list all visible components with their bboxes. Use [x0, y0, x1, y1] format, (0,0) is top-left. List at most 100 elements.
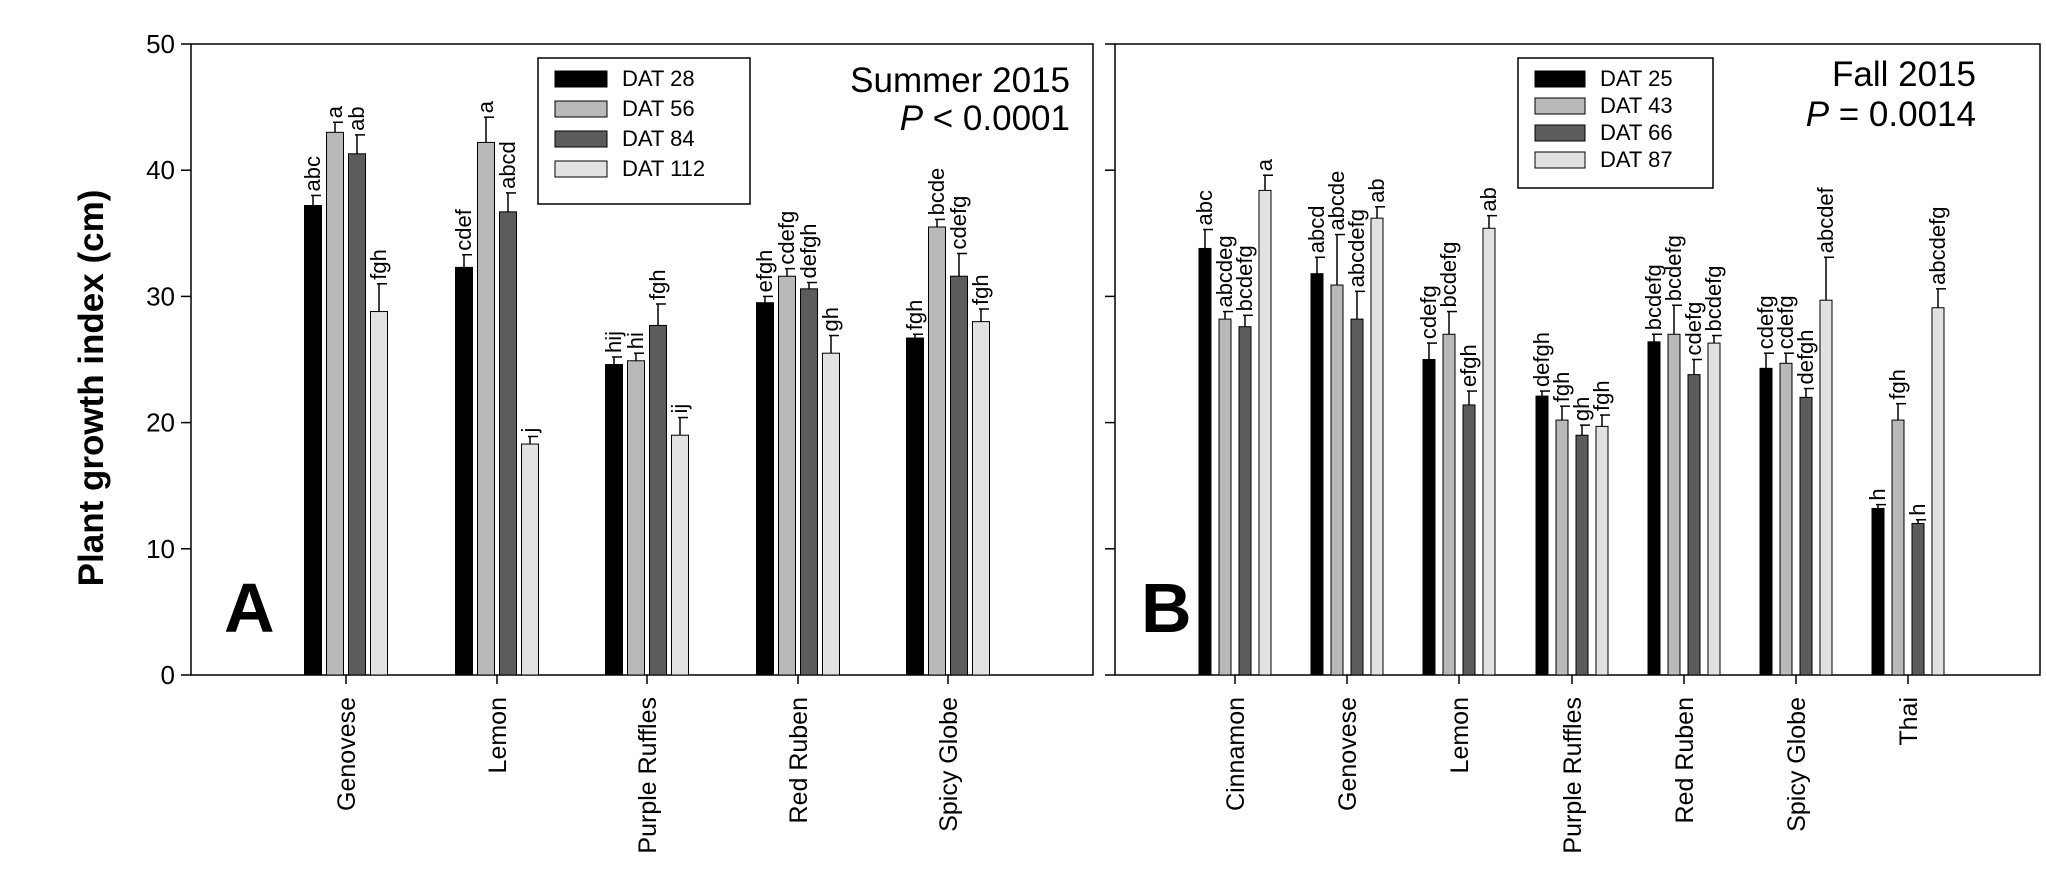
category-label: Lemon [484, 697, 512, 773]
y-axis-label: Plant growth index (cm) [72, 190, 111, 587]
legend-label: DAT 28 [622, 66, 695, 91]
legend-label: DAT 66 [1600, 120, 1673, 145]
legend-label: DAT 56 [622, 96, 695, 121]
significance-letter: cdefg [1681, 302, 1706, 356]
bar [756, 302, 774, 676]
y-tick-label: 10 [146, 534, 175, 564]
bar [906, 337, 924, 676]
significance-letter: bcdefg [1232, 245, 1257, 311]
bar [1575, 434, 1589, 676]
bar [1799, 396, 1813, 676]
category-label: Red Ruben [1671, 697, 1699, 823]
significance-letter: j [517, 428, 542, 434]
bar [370, 311, 388, 676]
season-label: Fall 2015 [1832, 55, 1976, 94]
bar [477, 141, 495, 676]
bar [1258, 189, 1272, 676]
significance-letter: fgh [1885, 369, 1910, 400]
season-label: Summer 2015 [850, 61, 1070, 100]
significance-letter: cdefg [774, 211, 799, 265]
category-label: Cinnamon [1222, 697, 1250, 811]
significance-letter: ij [667, 404, 692, 414]
significance-letter: abc [300, 156, 325, 191]
significance-letter: bcdefg [1641, 264, 1666, 330]
bar [1819, 299, 1833, 676]
bar [1555, 419, 1569, 676]
significance-letter: fgh [366, 249, 391, 280]
bar [1595, 425, 1609, 676]
significance-letter: bcdefg [1436, 241, 1461, 307]
p-symbol: P [900, 99, 924, 138]
category-label: Genovese [333, 697, 361, 811]
p-value: = 0.0014 [1829, 95, 1976, 134]
bar [950, 275, 968, 676]
bar [822, 352, 840, 676]
legend-label: DAT 25 [1600, 66, 1673, 91]
y-tick-label: 50 [146, 29, 175, 59]
significance-letter: abcdefg [1925, 207, 1950, 285]
significance-letter: ab [1364, 178, 1389, 202]
significance-letter: cdef [451, 208, 476, 250]
significance-letter: defgh [796, 223, 821, 278]
significance-letter: fgh [1549, 372, 1574, 403]
bar [455, 266, 473, 676]
significance-letter: bcdefg [1701, 265, 1726, 331]
y-tick-label: 30 [146, 281, 175, 311]
legend-label: DAT 112 [622, 156, 705, 181]
y-tick-label: 0 [161, 660, 175, 690]
bar [1667, 333, 1681, 676]
bar [326, 131, 344, 676]
bar [627, 360, 645, 676]
category-label: Genovese [1334, 697, 1362, 811]
legend-swatch [554, 130, 608, 148]
significance-letter: h [1905, 504, 1930, 516]
legend-swatch [554, 160, 608, 178]
significance-letter: abcd [495, 141, 520, 189]
significance-letter: fgh [1589, 380, 1614, 411]
bar [1535, 395, 1549, 676]
bar [928, 226, 946, 676]
bar [1891, 419, 1905, 676]
panel-letter: A [224, 569, 275, 647]
legend-label: DAT 43 [1600, 93, 1673, 118]
bar [1422, 359, 1436, 676]
category-label: Spicy Globe [935, 697, 963, 832]
significance-letter: fgh [645, 269, 670, 300]
axes-layer [181, 43, 2041, 684]
bar [1238, 326, 1252, 676]
bar [348, 153, 366, 676]
p-value-label: P = 0.0014 [1806, 95, 1976, 134]
bar [800, 288, 818, 676]
significance-letter: defgh [1529, 332, 1554, 387]
significance-letter: a [322, 105, 347, 118]
bar [1370, 217, 1384, 676]
significance-letter: defgh [1793, 329, 1818, 384]
bar [671, 434, 689, 676]
significance-letter: efgh [752, 250, 777, 293]
significance-letter: hij [601, 331, 626, 353]
significance-letter: bcdefg [1661, 235, 1686, 301]
bar [649, 324, 667, 676]
legend-swatch [1534, 70, 1586, 88]
bar [499, 211, 517, 676]
legend-swatch [554, 70, 608, 88]
p-symbol: P [1806, 95, 1830, 134]
bar [1759, 367, 1773, 676]
bar [1871, 507, 1885, 676]
y-tick-label: 20 [146, 408, 175, 438]
bar [1198, 247, 1212, 676]
significance-letter: abcde [1324, 171, 1349, 231]
p-value-label: P < 0.0001 [900, 99, 1070, 138]
bar [1350, 318, 1364, 676]
bar [1218, 318, 1232, 676]
significance-letter: cdefg [1753, 295, 1778, 349]
p-value: < 0.0001 [923, 99, 1070, 138]
significance-letter: gh [1569, 397, 1594, 421]
bar [1482, 227, 1496, 676]
bar [1911, 523, 1925, 676]
bar [1779, 362, 1793, 676]
bar [1687, 374, 1701, 676]
bar [304, 205, 322, 676]
significance-letter: fgh [968, 274, 993, 305]
